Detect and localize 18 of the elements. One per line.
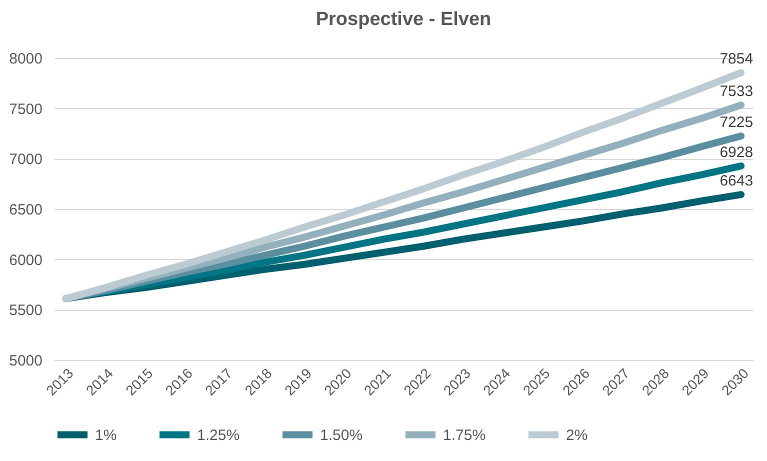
y-tick-label: 7000 — [9, 151, 42, 168]
chart-title: Prospective - Elven — [316, 9, 492, 30]
data-label: 7533 — [720, 83, 754, 100]
y-tick-label: 6500 — [9, 202, 42, 218]
y-tick-label: 5000 — [9, 352, 42, 370]
legend-label: 1.75% — [443, 426, 486, 444]
legend-label: 1% — [95, 426, 117, 444]
y-tick-label: 7500 — [9, 100, 42, 118]
data-label: 7854 — [720, 50, 754, 68]
data-label: 7225 — [720, 114, 754, 132]
y-tick-label: 6000 — [9, 252, 42, 269]
legend-label: 2% — [566, 426, 588, 444]
y-tick-label: 8000 — [9, 50, 42, 68]
data-label: 6643 — [720, 172, 754, 190]
data-label: 6928 — [720, 144, 754, 161]
legend-label: 1.50% — [320, 426, 363, 444]
y-tick-label: 5500 — [9, 302, 42, 320]
legend-label: 1.25% — [197, 426, 240, 444]
